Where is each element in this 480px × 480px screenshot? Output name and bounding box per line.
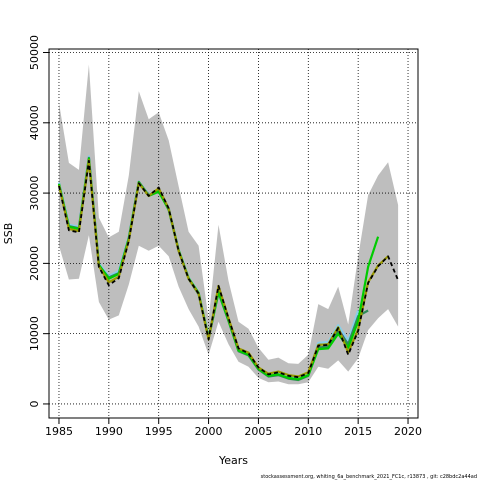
x-tick-label: 2015 — [344, 425, 372, 438]
y-tick-label: 40000 — [28, 105, 41, 140]
footer-note: stockassessment.org, whiting_6a_benchmar… — [261, 474, 477, 480]
y-tick-label: 50000 — [28, 35, 41, 70]
x-tick-label: 2020 — [394, 425, 422, 438]
y-tick-label: 10000 — [28, 316, 41, 351]
confidence-band-layer — [59, 64, 399, 385]
y-axis-title: SSB — [2, 223, 15, 245]
y-tick-label: 20000 — [28, 246, 41, 281]
y-tick-label: 0 — [28, 400, 41, 407]
x-tick-label: 1995 — [145, 425, 173, 438]
x-axis-title: Years — [218, 454, 248, 467]
x-axis: 1985 1990 1995 2000 2005 2010 2015 2020 — [45, 418, 422, 438]
series-layer — [57, 155, 399, 382]
x-tick-label: 1990 — [95, 425, 123, 438]
y-axis: 0 10000 20000 30000 40000 50000 — [28, 35, 49, 407]
x-tick-label: 2010 — [294, 425, 322, 438]
x-tick-label: 2000 — [195, 425, 223, 438]
x-tick-label: 2005 — [244, 425, 272, 438]
plot-frame — [48, 48, 419, 419]
y-tick-label: 30000 — [28, 176, 41, 211]
x-tick-label: 1985 — [45, 425, 73, 438]
confidence-band — [59, 64, 399, 385]
